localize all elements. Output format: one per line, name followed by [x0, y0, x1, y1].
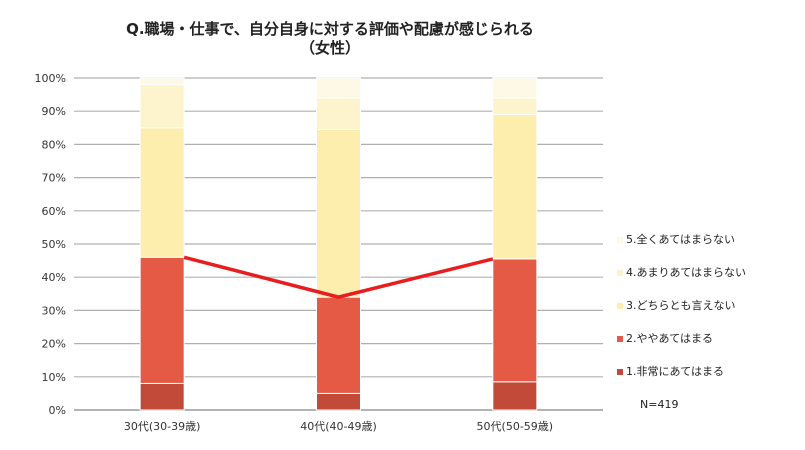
- bar-segment-5: [139, 77, 185, 86]
- bar-segment-2: [316, 296, 361, 394]
- x-tick-label: 30代(30-39歳): [124, 420, 201, 433]
- legend: 5.全くあてはまらない 4.あまりあてはまらない 3.どちらとも言えない 2.や…: [617, 226, 802, 391]
- y-tick-label: 40%: [42, 271, 66, 284]
- legend-item-1: 1.非常にあてはまる: [617, 358, 802, 385]
- y-tick-label: 30%: [42, 304, 66, 317]
- legend-item-2: 2.ややあてはまる: [617, 325, 802, 352]
- bar-segment-2: [139, 256, 185, 384]
- bar-segment-1: [139, 382, 185, 411]
- y-tick-label: 50%: [42, 238, 66, 251]
- bar-segment-2: [492, 258, 538, 383]
- bar-segment-4: [139, 84, 185, 129]
- legend-item-5: 5.全くあてはまらない: [617, 226, 802, 253]
- bars: [139, 77, 538, 411]
- y-tick-label: 80%: [42, 138, 66, 151]
- y-tick-label: 90%: [42, 105, 66, 118]
- bar-segment-4: [316, 97, 361, 130]
- sample-size-note: N=419: [640, 398, 679, 411]
- chart-title-line-2: （女性）: [299, 39, 360, 57]
- legend-item-3: 3.どちらとも言えない: [617, 292, 802, 319]
- legend-label-5: 5.全くあてはまらない: [626, 233, 736, 246]
- y-tick-label: 20%: [42, 338, 66, 351]
- bar-segment-5: [316, 77, 361, 99]
- bar-segment-3: [492, 114, 538, 260]
- y-tick-label: 70%: [42, 172, 66, 185]
- legend-label-2: 2.ややあてはまる: [626, 332, 714, 345]
- x-axis-ticks: 30代(30-39歳) 40代(40-49歳) 50代(50-59歳): [124, 420, 553, 433]
- x-tick-label: 50代(50-59歳): [477, 420, 554, 433]
- y-tick-label: 100%: [35, 72, 66, 85]
- chart-title: Q.職場・仕事で、自分自身に対する評価や配慮が感じられる （女性）: [0, 20, 660, 58]
- y-tick-label: 10%: [42, 371, 66, 384]
- bar-segment-1: [492, 381, 538, 411]
- y-axis-ticks: 0% 10% 20% 30% 40% 50% 60% 70% 80% 90% 100%: [35, 72, 66, 417]
- x-tick-label: 40代(40-49歳): [300, 420, 377, 433]
- bar-segment-1: [316, 392, 361, 411]
- legend-label-3: 3.どちらとも言えない: [626, 299, 736, 312]
- bar-segment-5: [492, 77, 538, 99]
- bar-segment-4: [492, 97, 538, 116]
- legend-label-1: 1.非常にあてはまる: [626, 365, 725, 378]
- bar-segment-3: [139, 127, 185, 258]
- overlay-line: [183, 255, 494, 299]
- legend-swatch-4: [617, 270, 623, 276]
- line-overlay: [183, 255, 494, 299]
- legend-swatch-3: [617, 303, 623, 309]
- legend-label-4: 4.あまりあてはまらない: [626, 266, 747, 279]
- legend-swatch-1: [617, 369, 623, 375]
- legend-item-4: 4.あまりあてはまらない: [617, 259, 802, 286]
- legend-swatch-2: [617, 336, 623, 342]
- y-tick-label: 0%: [49, 404, 66, 417]
- bar-segment-3: [316, 128, 361, 298]
- legend-swatch-5: [617, 237, 623, 243]
- y-tick-label: 60%: [42, 205, 66, 218]
- chart-title-line-1: Q.職場・仕事で、自分自身に対する評価や配慮が感じられる: [126, 20, 534, 38]
